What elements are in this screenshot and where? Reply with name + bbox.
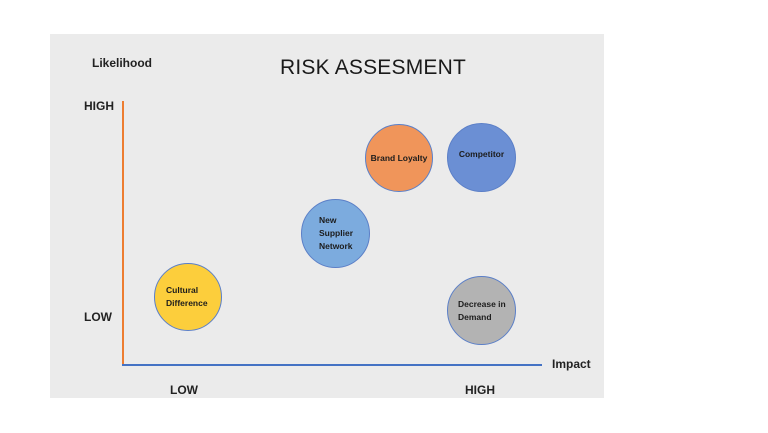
x-axis-label: Impact bbox=[552, 357, 591, 371]
x-axis-low-label: LOW bbox=[170, 383, 198, 397]
y-axis-high-label: HIGH bbox=[84, 99, 114, 113]
risk-label-cultural-difference: Cultural Difference bbox=[166, 285, 208, 308]
risk-label-new-supplier-network: New Supplier Network bbox=[319, 215, 354, 251]
y-axis-line bbox=[122, 101, 124, 365]
risk-label-brand-loyalty: Brand Loyalty bbox=[370, 152, 428, 163]
chart-title: RISK ASSESMENT bbox=[280, 56, 467, 79]
x-axis-high-label: HIGH bbox=[465, 383, 495, 397]
risk-bubble-competitor: Competitor bbox=[447, 123, 516, 192]
risk-bubble-brand-loyalty: Brand Loyalty bbox=[365, 124, 433, 192]
risk-label-decrease-in-demand: Decrease in Demand bbox=[458, 298, 506, 322]
risk-bubble-new-supplier-network: New Supplier Network bbox=[301, 199, 370, 268]
risk-bubble-decrease-in-demand: Decrease in Demand bbox=[447, 276, 516, 345]
y-axis-label: Likelihood bbox=[92, 56, 152, 70]
risk-bubble-cultural-difference: Cultural Difference bbox=[154, 263, 222, 331]
y-axis-low-label: LOW bbox=[84, 310, 112, 324]
x-axis-line bbox=[122, 364, 542, 366]
risk-label-competitor: Competitor bbox=[458, 149, 505, 159]
